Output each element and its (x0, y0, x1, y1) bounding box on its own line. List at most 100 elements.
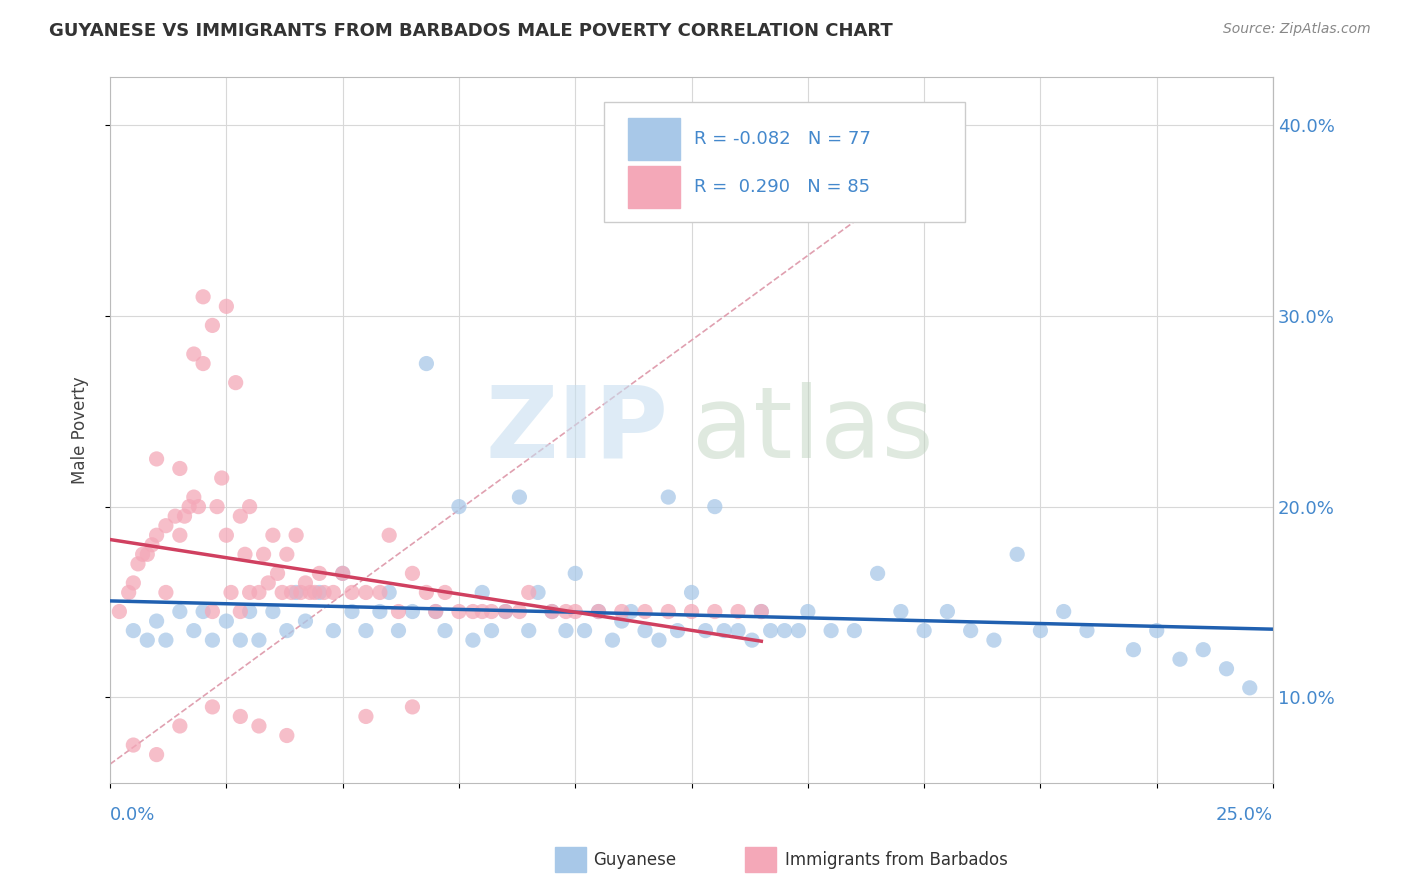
Point (127, 557, 149, 571)
Point (233, 547, 256, 561)
Point (354, 585, 377, 599)
Point (354, 624, 377, 638)
Text: Source: ZipAtlas.com: Source: ZipAtlas.com (1223, 22, 1371, 37)
Point (122, 738, 145, 752)
Point (610, 614, 633, 628)
Point (773, 624, 796, 638)
Point (1192, 642, 1215, 657)
Point (173, 509, 195, 524)
Point (191, 290, 214, 304)
Point (741, 633, 763, 648)
Point (610, 605, 633, 619)
Point (215, 299, 238, 313)
Point (588, 605, 610, 619)
Point (229, 709, 252, 723)
Point (183, 624, 205, 638)
Point (229, 633, 252, 648)
Point (280, 585, 302, 599)
Point (266, 566, 288, 581)
Text: ZIP: ZIP (485, 382, 668, 479)
Point (508, 490, 530, 504)
Point (481, 605, 503, 619)
Point (229, 509, 252, 524)
Point (461, 633, 484, 648)
Text: atlas: atlas (692, 382, 934, 479)
Point (787, 624, 810, 638)
Point (247, 633, 270, 648)
Point (169, 605, 191, 619)
Point (648, 633, 671, 648)
Point (304, 585, 326, 599)
Point (508, 605, 530, 619)
Point (820, 624, 842, 638)
Point (401, 699, 423, 714)
Point (322, 585, 344, 599)
Point (262, 528, 284, 542)
Text: R =  0.290   N = 85: R = 0.290 N = 85 (695, 178, 870, 196)
Point (1215, 662, 1237, 676)
Point (727, 605, 749, 619)
Point (378, 585, 401, 599)
Point (122, 624, 145, 638)
Point (727, 624, 749, 638)
Text: GUYANESE VS IMMIGRANTS FROM BARBADOS MALE POVERTY CORRELATION CHART: GUYANESE VS IMMIGRANTS FROM BARBADOS MAL… (49, 22, 893, 40)
Point (290, 585, 312, 599)
Point (155, 633, 177, 648)
Point (308, 585, 330, 599)
Point (247, 585, 270, 599)
Point (471, 605, 494, 619)
Point (703, 500, 725, 514)
Text: R = -0.082   N = 77: R = -0.082 N = 77 (695, 130, 870, 148)
Point (276, 729, 298, 743)
Point (1005, 547, 1028, 561)
Point (415, 357, 437, 371)
Point (183, 347, 205, 361)
Point (145, 528, 167, 542)
Point (252, 547, 274, 561)
Point (191, 357, 214, 371)
Point (201, 318, 224, 333)
Point (332, 566, 354, 581)
Point (1076, 624, 1098, 638)
Point (262, 605, 284, 619)
Point (713, 624, 735, 638)
Point (666, 624, 689, 638)
Point (155, 518, 177, 533)
Point (983, 633, 1005, 648)
Point (294, 575, 316, 590)
Point (401, 605, 423, 619)
Point (215, 528, 238, 542)
Point (564, 605, 586, 619)
Point (136, 633, 159, 648)
Point (620, 605, 643, 619)
Point (219, 585, 242, 599)
Point (229, 605, 252, 619)
Point (141, 538, 163, 552)
Point (276, 547, 298, 561)
FancyBboxPatch shape (605, 103, 965, 222)
Point (1053, 605, 1076, 619)
Point (657, 605, 679, 619)
Point (912, 624, 935, 638)
Point (555, 605, 578, 619)
Point (122, 575, 145, 590)
Point (118, 585, 141, 599)
Point (890, 605, 912, 619)
Point (695, 624, 717, 638)
Point (169, 719, 191, 733)
Point (495, 605, 517, 619)
Point (434, 585, 457, 599)
Point (555, 624, 578, 638)
Point (155, 585, 177, 599)
Bar (627, 118, 681, 160)
Point (574, 624, 596, 638)
Point (145, 614, 167, 628)
Point (378, 528, 401, 542)
Y-axis label: Male Poverty: Male Poverty (72, 376, 89, 484)
Point (201, 605, 224, 619)
Point (368, 605, 391, 619)
Point (681, 605, 703, 619)
Point (312, 585, 335, 599)
Point (703, 605, 725, 619)
Point (471, 585, 494, 599)
